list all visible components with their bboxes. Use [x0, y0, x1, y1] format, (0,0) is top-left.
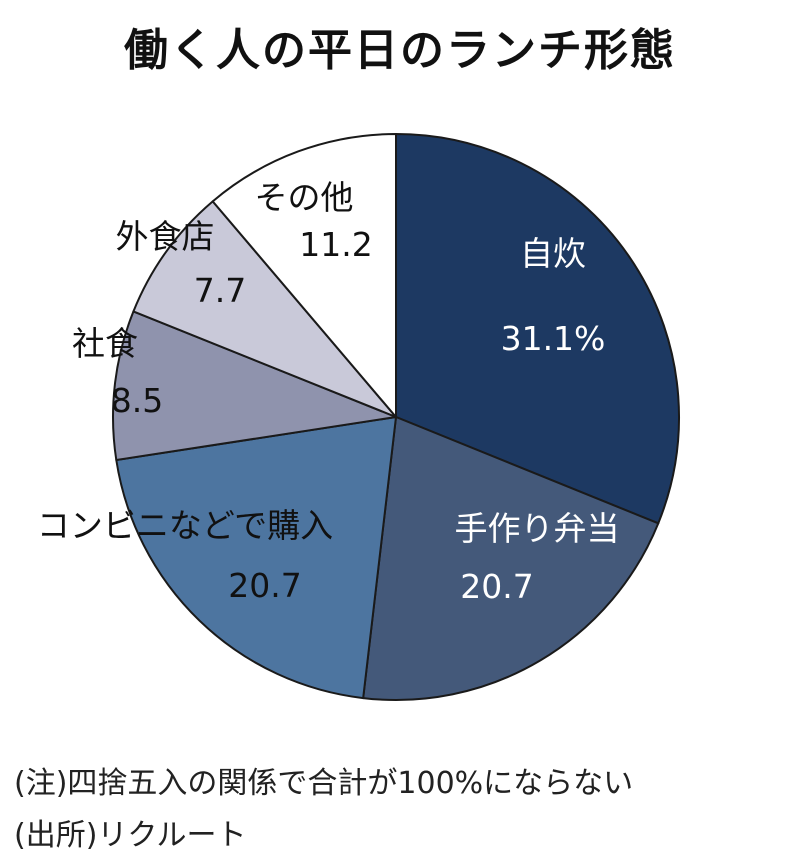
chart-title: 働く人の平日のランチ形態 — [124, 25, 676, 76]
pie-slice-6 — [211, 133, 397, 418]
pie-slice-2 — [362, 416, 660, 701]
slice-label-4: 社食 — [72, 324, 138, 363]
pie-slice-5 — [132, 200, 397, 418]
slice-value-4: 8.5 — [111, 381, 163, 420]
slice-value-1: 31.1% — [501, 319, 606, 358]
pie-slices — [112, 133, 680, 701]
slice-value-2: 20.7 — [460, 567, 533, 606]
footnote-note: (注)四捨五入の関係で合計が100%にならない — [14, 766, 634, 801]
pie-slice-1 — [395, 133, 680, 525]
slice-value-6: 11.2 — [299, 225, 372, 264]
pie-slice-3 — [115, 416, 397, 700]
footnote-source: (出所)リクルート — [14, 818, 247, 853]
pie-slice-4 — [112, 310, 397, 461]
slice-label-1: 自炊 — [520, 234, 586, 273]
slice-value-5: 7.7 — [194, 271, 246, 310]
slice-label-6: その他 — [255, 178, 354, 217]
slice-label-2: 手作り弁当 — [455, 509, 620, 548]
slice-label-5: 外食店 — [116, 217, 215, 256]
pie-labels: 自炊 31.1% 手作り弁当 20.7 コンビニなどで購入 20.7 社食 8.5 外食店 7.7… — [37, 178, 620, 606]
slice-value-3: 20.7 — [228, 566, 301, 605]
slice-label-3: コンビニなどで購入 — [37, 506, 333, 545]
